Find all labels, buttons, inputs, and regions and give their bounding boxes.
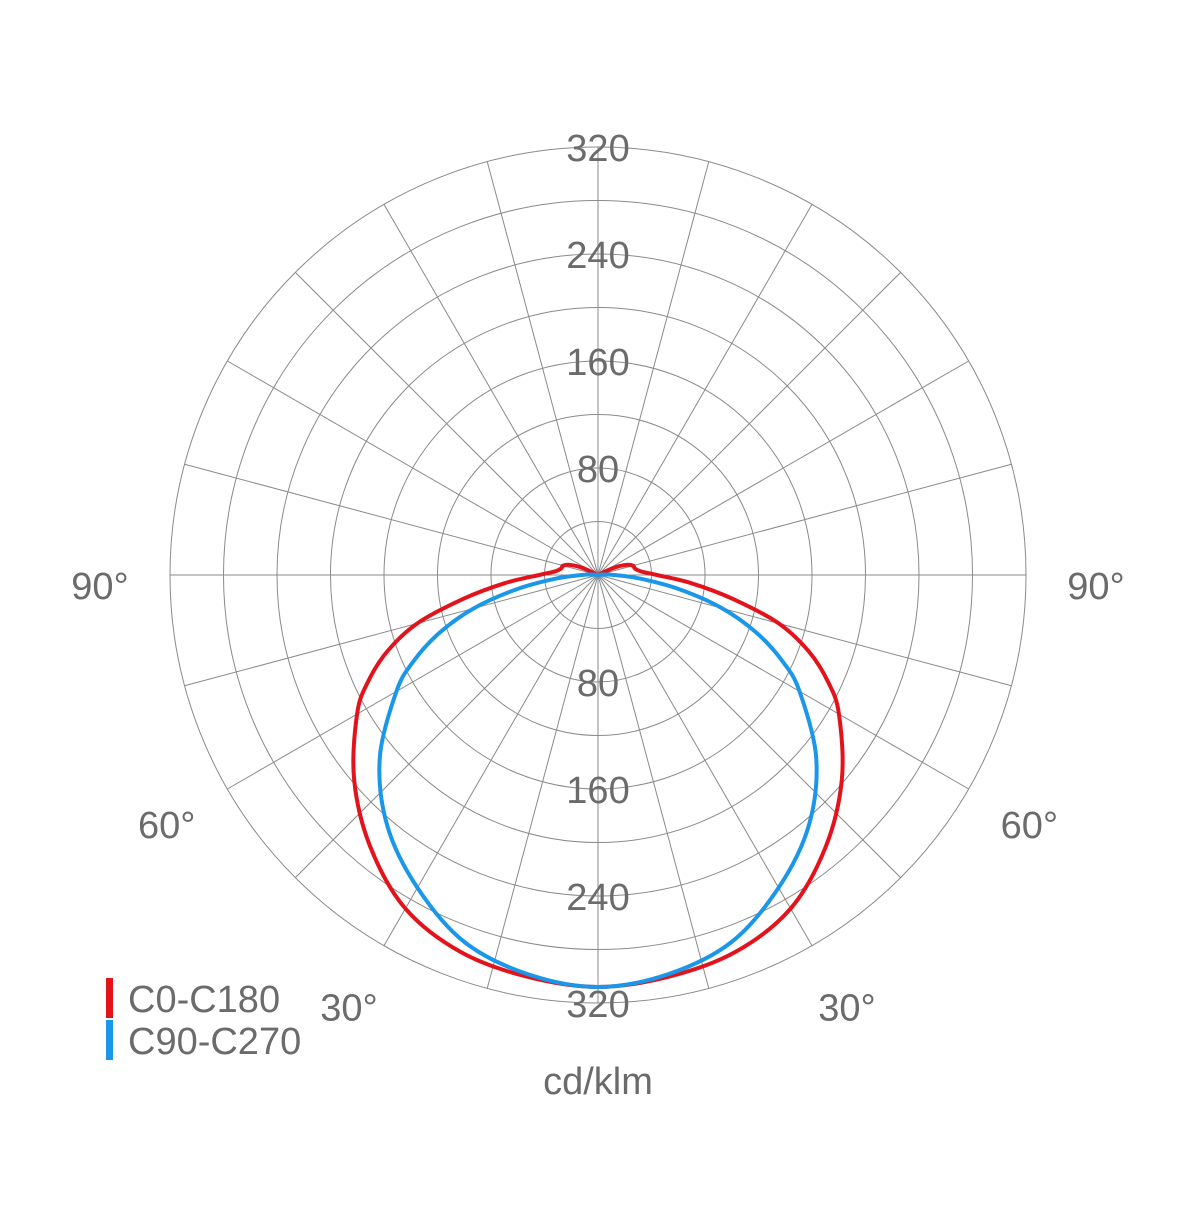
grid-spoke-120 bbox=[597, 360, 969, 576]
unit-label: cd/klm bbox=[543, 1061, 653, 1103]
grid-spoke-15 bbox=[597, 574, 710, 989]
angle-label-right-90: 90° bbox=[1067, 566, 1124, 608]
ring-label-top-160: 160 bbox=[566, 342, 629, 384]
grid-spoke-195 bbox=[486, 161, 599, 576]
grid-spoke-330 bbox=[383, 574, 599, 946]
grid-spoke-240 bbox=[227, 360, 599, 576]
legend-swatch-c0-c180 bbox=[106, 978, 113, 1018]
intensity-curves bbox=[351, 562, 845, 989]
grid-spoke-255 bbox=[184, 463, 599, 576]
angle-label-left-60: 60° bbox=[138, 805, 195, 847]
grid-spoke-300 bbox=[227, 574, 599, 790]
polar-grid bbox=[169, 146, 1027, 1004]
series-curve-c90-c270 bbox=[377, 572, 819, 989]
angle-label-right-60: 60° bbox=[1001, 805, 1058, 847]
angle-label-left-30: 30° bbox=[320, 987, 377, 1029]
ring-label-top-320: 320 bbox=[566, 128, 629, 170]
ring-label-bottom-320: 320 bbox=[566, 984, 629, 1026]
grid-spoke-345 bbox=[486, 574, 599, 989]
grid-spoke-210 bbox=[383, 204, 599, 576]
grid-spoke-75 bbox=[597, 574, 1012, 687]
grid-spoke-45 bbox=[597, 574, 901, 878]
grid-spoke-315 bbox=[295, 574, 599, 878]
ring-label-bottom-240: 240 bbox=[566, 877, 629, 919]
grid-spoke-150 bbox=[597, 204, 813, 576]
ring-label-bottom-160: 160 bbox=[566, 770, 629, 812]
legend-swatch-c90-c270 bbox=[106, 1020, 113, 1060]
legend-label-c90-c270: C90-C270 bbox=[128, 1021, 301, 1063]
grid-spoke-30 bbox=[597, 574, 813, 946]
grid-spoke-135 bbox=[597, 272, 901, 576]
angle-label-left-90: 90° bbox=[71, 566, 128, 608]
angle-label-right-30: 30° bbox=[818, 987, 875, 1029]
legend-label-c0-c180: C0-C180 bbox=[128, 979, 280, 1021]
grid-spoke-105 bbox=[597, 463, 1012, 576]
grid-spoke-165 bbox=[597, 161, 710, 576]
ring-label-top-240: 240 bbox=[566, 235, 629, 277]
axis-labels: 80 80 160 160 240 240 320 320 90° 90° 60° 60° 30° 30°… bbox=[71, 128, 1124, 1103]
grid-spoke-60 bbox=[597, 574, 969, 790]
grid-spoke-285 bbox=[184, 574, 599, 687]
ring-label-bottom-80: 80 bbox=[577, 663, 619, 705]
ring-label-top-80: 80 bbox=[577, 449, 619, 491]
grid-spoke-225 bbox=[295, 272, 599, 576]
